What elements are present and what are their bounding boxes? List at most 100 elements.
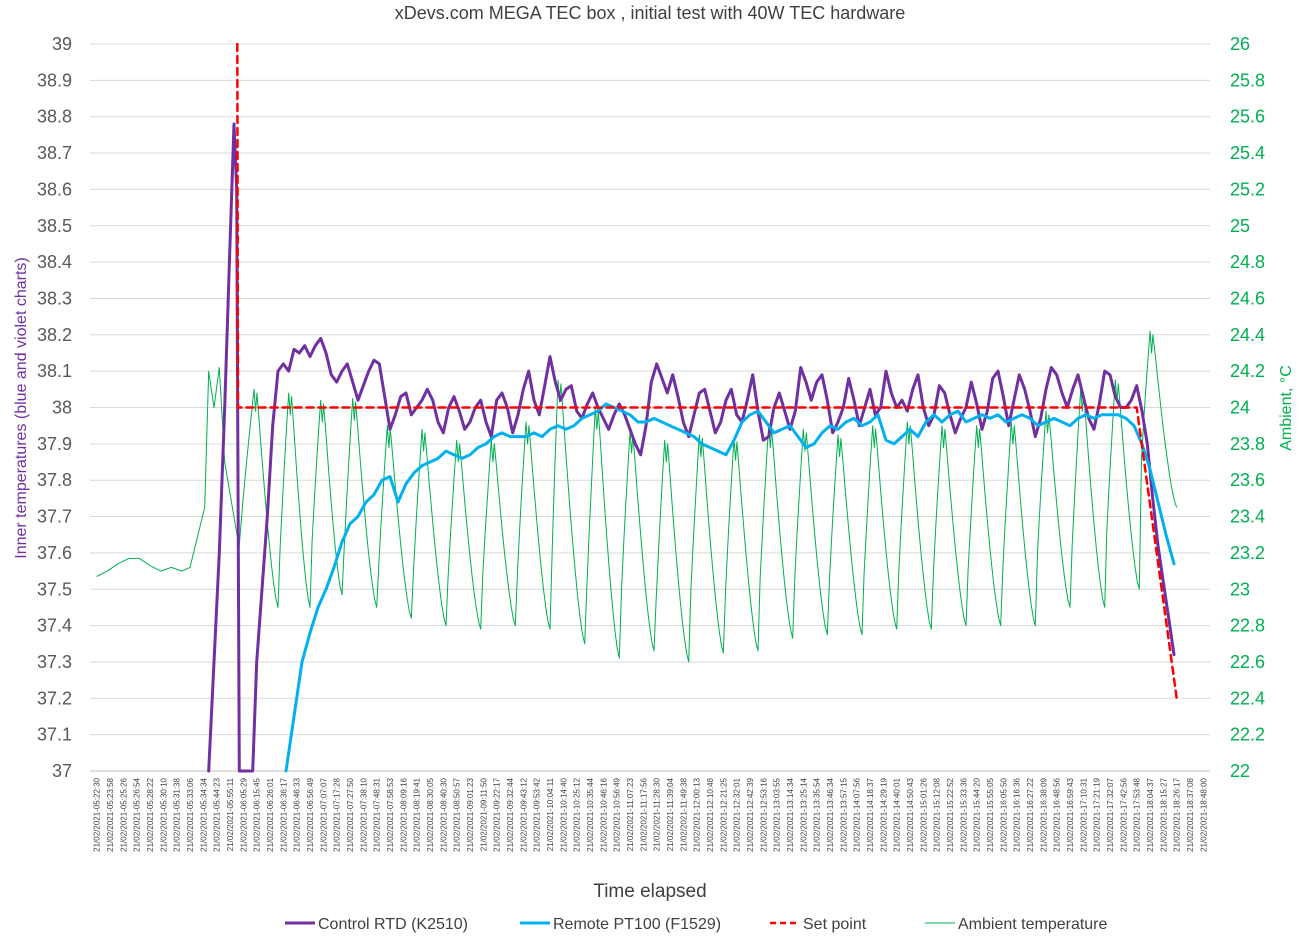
x-axis: 21/02/2021-05:22:30 21/02/2021-05:23:58 21… — [90, 770, 1210, 852]
y-tick-label-right: 22.6 — [1230, 652, 1265, 672]
legend-label: Control RTD (K2510) — [318, 916, 468, 933]
x-tick-label: 21/02/2021-05:33:06 — [186, 777, 195, 851]
y-tick-label-left: 38.4 — [37, 252, 72, 272]
x-tick-label: 21/02/2021-14:07:56 — [853, 777, 862, 851]
legend-label: Remote PT100 (F1529) — [553, 916, 721, 933]
y-tick-label-left: 38.3 — [37, 288, 72, 308]
y-tick-label-left: 38.7 — [37, 143, 72, 163]
x-tick-label: 21/02/2021-08:30:05 — [426, 777, 435, 851]
y-tick-label-left: 37.5 — [37, 579, 72, 599]
x-tick-label: 21/02/2021-10:04:11 — [546, 777, 555, 851]
legend-item: Ambient temperature — [925, 916, 1108, 933]
x-tick-label: 21/02/2021-12:00:13 — [693, 777, 702, 851]
x-tick-label: 21/02/2021-14:29:19 — [879, 777, 888, 851]
x-tick-label: 21/02/2021-17:32:07 — [1106, 777, 1115, 851]
x-tick-label: 21/02/2021-07:07:07 — [319, 777, 328, 851]
x-tick-label: 21/02/2021-08:40:30 — [439, 777, 448, 851]
x-axis-label: Time elapsed — [593, 881, 706, 902]
x-tick-label: 21/02/2021-10:25:12 — [573, 777, 582, 851]
y-tick-label-left: 37.9 — [37, 434, 72, 454]
x-tick-label: 21/02/2021-13:03:55 — [773, 777, 782, 851]
y-tick-label-right: 23.6 — [1230, 470, 1265, 490]
x-tick-label: 21/02/2021-09:11:50 — [479, 777, 488, 851]
x-tick-label: 21/02/2021-05:28:22 — [146, 777, 155, 851]
x-tick-label: 21/02/2021-08:50:57 — [453, 777, 462, 851]
x-tick-label: 21/02/2021-07:27:50 — [346, 777, 355, 851]
x-tick-label: 21/02/2021-11:49:38 — [679, 777, 688, 851]
y-tick-label-right: 24.2 — [1230, 361, 1265, 381]
x-tick-label: 21/02/2021-16:59:43 — [1066, 777, 1075, 851]
x-tick-label: 21/02/2021-05:26:54 — [133, 777, 142, 851]
y-tick-label-left: 38.5 — [37, 216, 72, 236]
x-tick-label: 21/02/2021-05:22:30 — [93, 777, 102, 851]
x-tick-label: 21/02/2021-16:05:50 — [999, 777, 1008, 851]
y-tick-label-left: 37.3 — [37, 652, 72, 672]
x-tick-label: 21/02/2021-09:32:44 — [506, 777, 515, 851]
x-tick-label: 21/02/2021-18:26:17 — [1173, 777, 1182, 851]
y-tick-label-right: 25 — [1230, 216, 1250, 236]
x-tick-label: 21/02/2021-14:18:37 — [866, 777, 875, 851]
x-tick-label: 21/02/2021-17:42:56 — [1119, 777, 1128, 851]
x-tick-label: 21/02/2021-17:53:48 — [1133, 777, 1142, 851]
y-tick-label-right: 25.2 — [1230, 179, 1265, 199]
x-tick-label: 21/02/2021-12:21:25 — [719, 777, 728, 851]
y-tick-label-right: 26 — [1230, 34, 1250, 54]
x-tick-label: 21/02/2021-15:01:26 — [919, 777, 928, 851]
y-axis-label-right: Ambient, °C — [1278, 365, 1295, 451]
x-tick-label: 21/02/2021-06:05:29 — [239, 777, 248, 851]
x-tick-label: 21/02/2021-14:50:43 — [906, 777, 915, 851]
series-group — [96, 42, 1178, 773]
x-tick-label: 21/02/2021-06:56:49 — [306, 777, 315, 851]
x-tick-label: 21/02/2021-05:23:58 — [106, 777, 115, 851]
x-tick-label: 21/02/2021-10:46:16 — [599, 777, 608, 851]
legend-item: Set point — [770, 916, 867, 933]
x-tick-label: 21/02/2021-18:15:27 — [1159, 777, 1168, 851]
x-tick-label: 21/02/2021-18:04:37 — [1146, 777, 1155, 851]
x-tick-label: 21/02/2021-07:17:28 — [333, 777, 342, 851]
y-tick-label-right: 22.4 — [1230, 688, 1265, 708]
x-tick-label: 21/02/2021-17:10:31 — [1079, 777, 1088, 851]
x-tick-label: 21/02/2021-10:14:40 — [559, 777, 568, 851]
y-tick-label-right: 23.4 — [1230, 507, 1265, 527]
x-tick-label: 21/02/2021-08:09:16 — [399, 777, 408, 851]
y-tick-label-left: 37 — [52, 761, 72, 781]
y-tick-label-left: 38.6 — [37, 179, 72, 199]
y-tick-label-left: 37.7 — [37, 507, 72, 527]
legend: Control RTD (K2510) Remote PT100 (F1529) S… — [285, 916, 1108, 933]
y-tick-label-left: 38.1 — [37, 361, 72, 381]
y-tick-label-left: 38.8 — [37, 107, 72, 127]
y-tick-label-left: 37.1 — [37, 725, 72, 745]
x-tick-label: 21/02/2021-05:55:11 — [226, 777, 235, 851]
y-tick-label-right: 23.8 — [1230, 434, 1265, 454]
y-axis-right: 22 22.2 22.4 22.6 22.8 23 23.2 23.4 23.6 23.8 24 24… — [1230, 34, 1265, 781]
x-tick-label: 21/02/2021-05:31:38 — [173, 777, 182, 851]
x-tick-label: 21/02/2021-07:48:31 — [373, 777, 382, 851]
x-tick-label: 21/02/2021-08:19:41 — [413, 777, 422, 851]
x-tick-label: 21/02/2021-10:56:49 — [613, 777, 622, 851]
y-axis-label-left: Inner temperatures (blue and violet char… — [13, 257, 30, 558]
x-tick-label: 21/02/2021-11:07:23 — [626, 777, 635, 851]
y-tick-label-right: 22 — [1230, 761, 1250, 781]
x-tick-label: 21/02/2021-09:01:23 — [466, 777, 475, 851]
x-tick-label: 21/02/2021-07:58:53 — [386, 777, 395, 851]
x-tick-label: 21/02/2021-13:25:14 — [799, 777, 808, 851]
y-tick-label-right: 24.4 — [1230, 325, 1265, 345]
y-tick-label-left: 37.8 — [37, 470, 72, 490]
x-tick-label: 21/02/2021-18:48:00 — [1199, 777, 1208, 851]
legend-item: Control RTD (K2510) — [285, 916, 468, 933]
y-axis-left: 37 37.1 37.2 37.3 37.4 37.5 37.6 37.7 37.8 37.9 38… — [37, 34, 72, 781]
x-tick-label: 21/02/2021-15:12:08 — [933, 777, 942, 851]
y-tick-label-right: 23.2 — [1230, 543, 1265, 563]
x-tick-label: 21/02/2021-16:48:56 — [1053, 777, 1062, 851]
x-tick-label: 21/02/2021-15:22:52 — [946, 777, 955, 851]
x-tick-label: 21/02/2021-09:43:12 — [519, 777, 528, 851]
y-tick-label-left: 38 — [52, 398, 72, 418]
x-tick-label: 21/02/2021-11:17:56 — [639, 777, 648, 851]
x-tick-label: 21/02/2021-15:55:05 — [986, 777, 995, 851]
series-set-point — [236, 42, 1178, 700]
y-tick-label-right: 22.8 — [1230, 616, 1265, 636]
legend-label: Ambient temperature — [958, 916, 1108, 933]
x-tick-label: 21/02/2021-11:39:04 — [666, 777, 675, 851]
y-tick-label-left: 38.9 — [37, 70, 72, 90]
